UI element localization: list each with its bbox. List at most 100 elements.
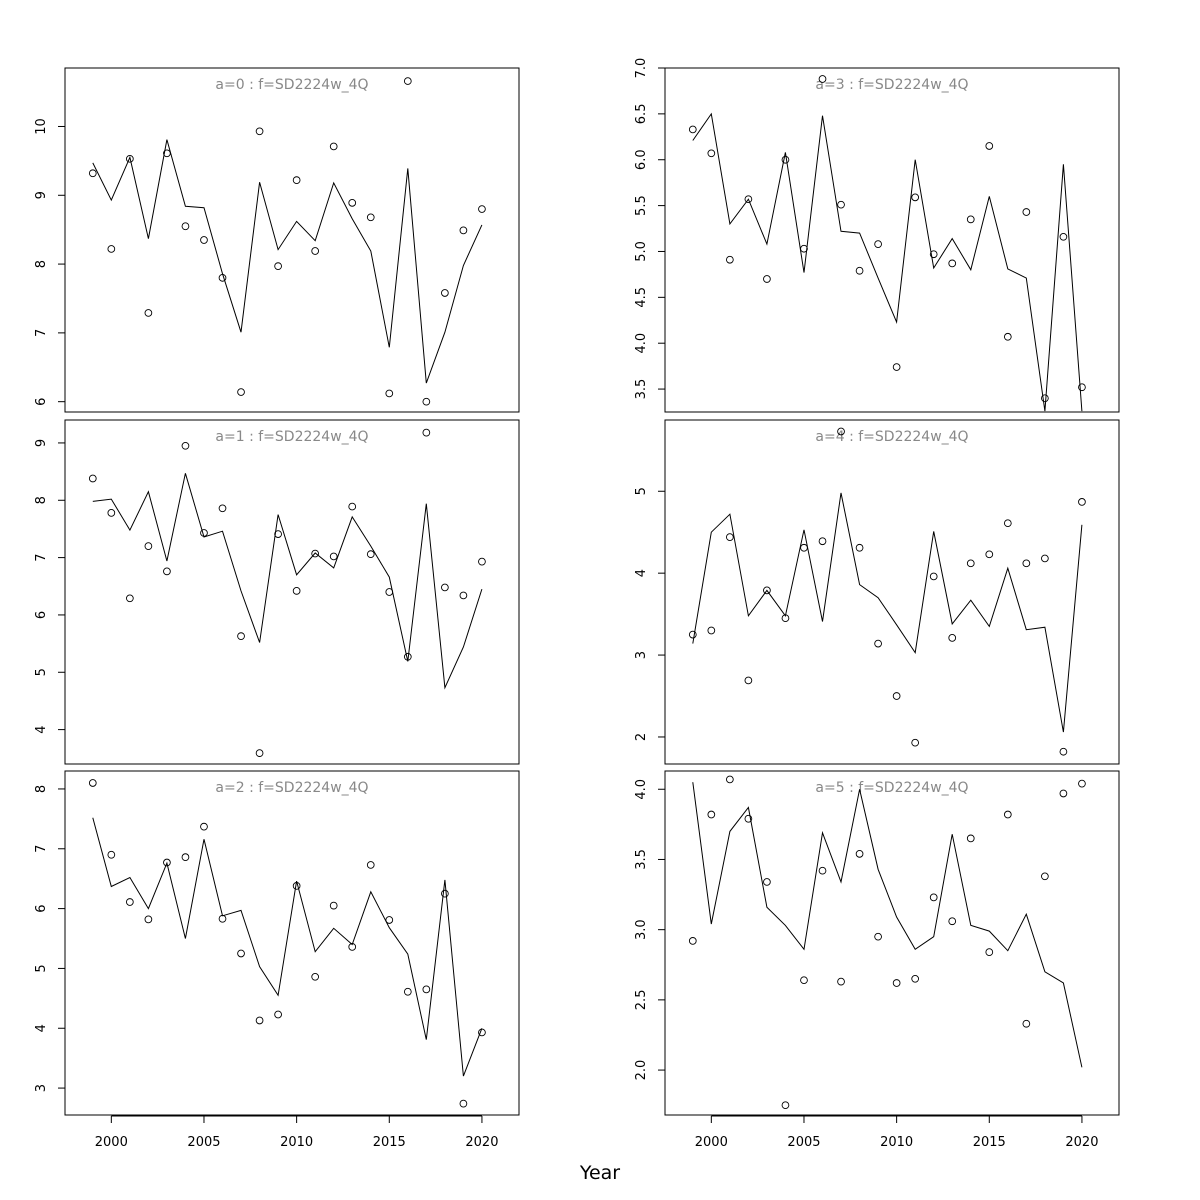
observed-point <box>726 533 734 541</box>
observed-point <box>329 901 338 910</box>
observed-point <box>911 974 920 983</box>
observed-point <box>948 259 957 268</box>
plot-frame <box>664 770 1120 1116</box>
observed-point <box>726 775 734 784</box>
panel-2: a=1 : f=SD2224w_4Q 4 5 6 7 8 9 <box>34 419 520 765</box>
fitted-series-line <box>92 139 483 384</box>
observed-point <box>855 543 864 552</box>
panel-title: a=2 : f=SD2224w_4Q <box>215 780 368 796</box>
panel-5: a=5 : f=SD2224w_4Q 2.0 2.5 3.0 3.5 4.0 2000 200… <box>634 770 1120 1150</box>
observed-point <box>348 502 357 511</box>
x-tick-label: 2010 <box>880 1135 913 1150</box>
y-tick-label: 4 <box>634 569 649 577</box>
plot-frame <box>664 419 1120 765</box>
observed-point <box>985 550 994 559</box>
y-tick-label: 8 <box>34 496 49 504</box>
observed-point <box>1078 779 1086 788</box>
observed-point <box>88 779 97 787</box>
plot-area <box>692 112 1083 412</box>
y-tick-label: 3 <box>34 1084 49 1092</box>
x-tick-label: 2000 <box>95 1135 128 1150</box>
observed-point <box>422 985 431 994</box>
observed-point <box>911 738 920 747</box>
plot-frame <box>64 770 520 1116</box>
observed-point <box>107 509 116 517</box>
observed-point <box>818 75 827 83</box>
y-tick-label: 7 <box>34 329 49 337</box>
observed-point <box>874 240 882 248</box>
observed-point <box>459 1099 468 1108</box>
observed-point <box>781 1101 790 1110</box>
plot-area <box>92 473 483 690</box>
observed-point <box>1059 789 1068 798</box>
observed-point <box>1078 498 1086 506</box>
y-tick-label: 5 <box>634 487 649 495</box>
y-tick-label: 5 <box>34 964 49 972</box>
y-tick-label: 4.0 <box>634 779 649 800</box>
x-tick-label: 2005 <box>787 1135 820 1150</box>
observed-point <box>929 572 938 581</box>
observed-point <box>1003 810 1012 819</box>
observed-point <box>144 915 153 924</box>
observed-point <box>929 250 938 259</box>
observed-point <box>348 943 357 951</box>
observed-point <box>707 149 716 158</box>
y-tick-label: 6.5 <box>634 104 649 125</box>
observed-point <box>744 676 753 685</box>
observed-point <box>892 363 901 371</box>
panel-title: a=4 : f=SD2224w_4Q <box>815 429 968 445</box>
observed-point <box>200 236 208 244</box>
observed-point <box>763 878 771 886</box>
plot-frame <box>64 419 520 765</box>
y-tick-label: 7 <box>34 845 49 853</box>
x-tick-label: 2020 <box>465 1135 498 1150</box>
observed-point <box>441 583 449 592</box>
observed-point <box>126 898 134 906</box>
y-tick-label: 4.0 <box>634 333 649 354</box>
panel-title: a=5 : f=SD2224w_4Q <box>815 780 968 796</box>
y-tick-label: 3.5 <box>634 849 649 870</box>
observed-point <box>311 549 320 558</box>
observed-point <box>800 976 808 985</box>
y-tick-label: 6 <box>34 611 49 619</box>
observed-point <box>688 630 697 639</box>
observed-point <box>311 247 320 255</box>
observed-point <box>855 849 864 858</box>
observed-point <box>800 543 808 552</box>
panel-0: a=0 : f=SD2224w_4Q 6 7 8 9 10 <box>34 67 520 413</box>
x-axis-label: Year <box>579 1162 620 1184</box>
observed-point <box>163 149 171 158</box>
y-tick-label: 6.0 <box>634 149 649 170</box>
observed-point <box>688 937 697 945</box>
observed-point <box>478 557 486 566</box>
observed-point <box>329 552 338 561</box>
observed-point <box>966 215 975 224</box>
x-tick-label: 2000 <box>695 1135 728 1150</box>
observed-point <box>707 810 716 819</box>
observed-point <box>892 979 901 987</box>
observed-point <box>311 972 320 981</box>
observed-point <box>385 389 394 398</box>
observed-point <box>274 530 282 538</box>
observed-point <box>966 834 975 843</box>
y-tick-label: 5.5 <box>634 195 649 216</box>
observed-point <box>837 200 845 209</box>
observed-point <box>744 814 753 823</box>
y-tick-label: 8 <box>34 260 49 268</box>
y-tick-label: 9 <box>34 191 49 199</box>
observed-point <box>985 948 994 956</box>
observed-point <box>348 198 357 207</box>
observed-point <box>744 195 753 204</box>
observed-point <box>107 245 116 253</box>
observed-point <box>329 142 338 151</box>
observed-point <box>763 586 771 595</box>
observed-point <box>126 154 134 163</box>
fitted-series-line <box>92 817 483 1077</box>
plot-area <box>692 782 1083 1068</box>
observed-point <box>144 309 153 317</box>
observed-point <box>948 917 957 926</box>
y-tick-label: 8 <box>34 785 49 793</box>
observed-point <box>422 428 431 437</box>
observed-point <box>478 1028 486 1037</box>
